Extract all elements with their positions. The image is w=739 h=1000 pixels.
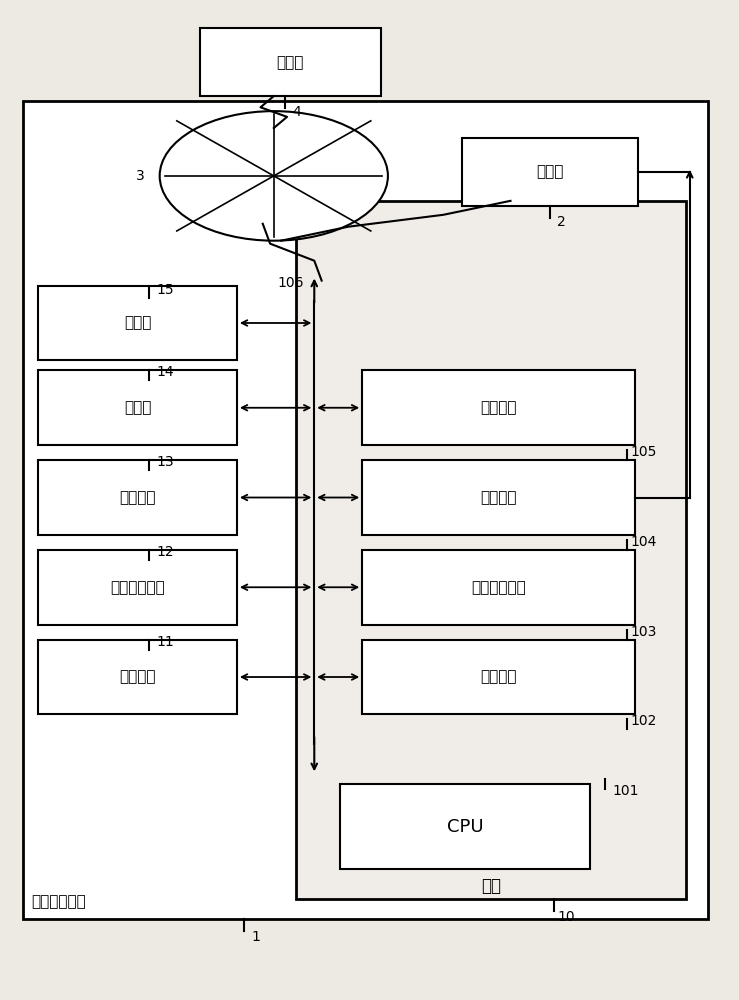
Text: 触摸面板: 触摸面板 bbox=[119, 670, 156, 685]
Bar bbox=[200, 28, 381, 96]
Bar bbox=[24, 101, 708, 919]
Text: 105: 105 bbox=[631, 445, 657, 459]
Text: 3: 3 bbox=[136, 169, 145, 183]
Text: 106: 106 bbox=[277, 276, 304, 290]
Text: 主存储器: 主存储器 bbox=[480, 670, 517, 685]
Bar bbox=[362, 370, 635, 445]
Text: 打印机: 打印机 bbox=[124, 400, 151, 415]
Text: 10: 10 bbox=[557, 910, 575, 924]
Text: 通信接口: 通信接口 bbox=[480, 490, 517, 505]
Bar bbox=[38, 640, 237, 714]
Text: 读写器: 读写器 bbox=[537, 164, 564, 179]
Text: 网络接口: 网络接口 bbox=[480, 400, 517, 415]
Text: 辅助存储设备: 辅助存储设备 bbox=[471, 580, 525, 595]
Text: 102: 102 bbox=[631, 714, 657, 728]
Bar bbox=[38, 370, 237, 445]
Text: 顾客显示设备: 顾客显示设备 bbox=[110, 580, 165, 595]
Text: 14: 14 bbox=[156, 365, 174, 379]
Text: 1: 1 bbox=[252, 930, 261, 944]
Bar bbox=[462, 138, 638, 206]
Text: 输入设备: 输入设备 bbox=[119, 490, 156, 505]
Bar bbox=[38, 460, 237, 535]
Text: 104: 104 bbox=[631, 535, 657, 549]
Text: 103: 103 bbox=[631, 625, 657, 639]
Text: 服务器: 服务器 bbox=[276, 55, 304, 70]
Bar bbox=[340, 784, 590, 869]
Bar bbox=[362, 550, 635, 625]
Text: 商品登记装置: 商品登记装置 bbox=[31, 894, 86, 909]
Text: 4: 4 bbox=[292, 105, 301, 119]
Text: CPU: CPU bbox=[447, 818, 483, 836]
Text: 12: 12 bbox=[156, 545, 174, 559]
Bar bbox=[362, 460, 635, 535]
Text: 扫描仪: 扫描仪 bbox=[124, 315, 151, 330]
Bar bbox=[362, 640, 635, 714]
Text: 15: 15 bbox=[156, 283, 174, 297]
Bar bbox=[296, 201, 686, 899]
Text: 本体: 本体 bbox=[481, 877, 501, 895]
Text: 2: 2 bbox=[557, 215, 566, 229]
Bar bbox=[38, 550, 237, 625]
Text: 11: 11 bbox=[156, 635, 174, 649]
Bar bbox=[38, 286, 237, 360]
Text: 101: 101 bbox=[613, 784, 639, 798]
Text: 13: 13 bbox=[156, 455, 174, 469]
Ellipse shape bbox=[160, 111, 388, 241]
